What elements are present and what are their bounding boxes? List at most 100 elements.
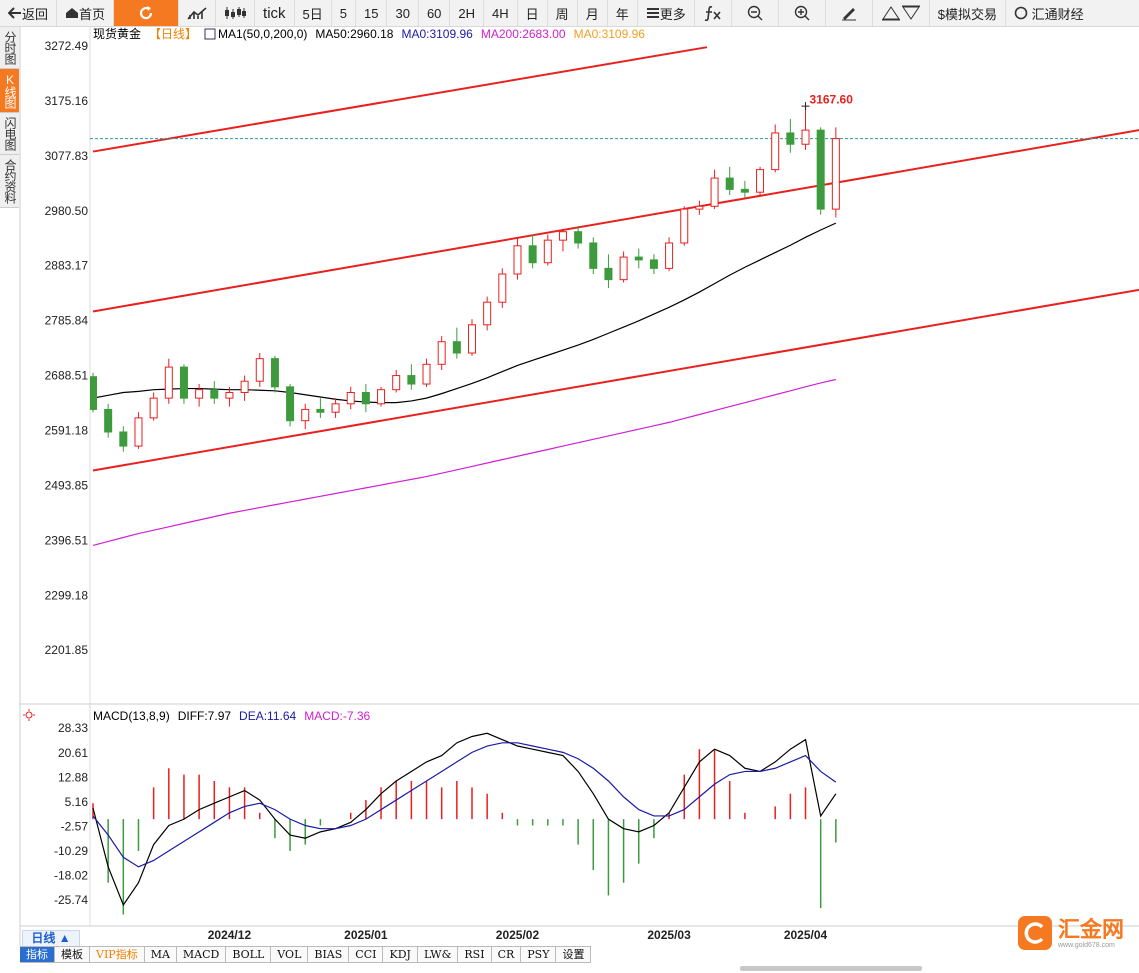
x-tick-label: 2024/12 [208,928,252,942]
y-tick-label: 2883.17 [45,259,89,273]
candle-body [574,231,583,244]
label: $模拟交易 [937,6,997,22]
shape-button[interactable] [873,0,930,26]
draw-button[interactable] [826,0,873,26]
label: 4H [492,5,509,21]
candle-body [513,245,522,275]
period-tick[interactable]: tick [255,0,295,26]
x-tick-label: 2025/02 [496,928,540,942]
candle-body [725,177,734,190]
tab[interactable]: VIP指标 [90,946,145,963]
label: 更多 [659,6,686,22]
label: 月 [585,6,599,22]
y-tick-label: -2.57 [61,819,89,833]
candle-body [619,256,628,281]
macd-line [92,742,837,868]
candle-body [695,205,704,210]
tab[interactable]: CCI [349,946,384,963]
instrument-name: 现货黄金 [93,26,141,41]
candle-body [361,391,370,405]
tab[interactable]: 指标 [20,946,55,963]
peak-label: 3167.60 [810,92,854,106]
side-tab[interactable]: 合约资料 [0,155,19,208]
peak-marker [801,102,810,111]
candle-body [149,397,158,419]
macd-settings-icon[interactable] [23,709,35,721]
x-tick-label: 2025/04 [784,928,828,942]
side-tab[interactable]: 分时图 [0,27,19,69]
more-button[interactable]: 更多 [638,0,695,26]
period[interactable]: 30 [387,0,419,26]
sim-trade-button[interactable]: $模拟交易 [930,0,1006,26]
tab[interactable]: 设置 [556,946,592,963]
home-button[interactable]: 首页 [57,0,115,26]
period[interactable]: 2H [450,0,485,26]
logo-url: www.gold678.com [1058,941,1115,949]
tab[interactable]: KDJ [383,946,418,963]
candle-body [104,408,113,433]
tab[interactable]: MA [144,946,177,963]
period[interactable]: 60 [419,0,451,26]
refresh-button[interactable] [114,0,180,26]
tab[interactable]: CR [491,946,522,963]
period[interactable]: 月 [578,0,608,26]
bottom-tabs: 指标 模板 VIP指标 MA MACD BOLL VOL BIAS CCI KD… [20,946,592,963]
period[interactable]: 年 [608,0,638,26]
period[interactable]: 日 [518,0,548,26]
scrollbar[interactable] [740,966,922,971]
candle-body [407,375,416,385]
candle-body [680,208,689,244]
candle-body [437,341,446,365]
period-5d[interactable]: 5日 [295,0,332,26]
tab[interactable]: VOL [271,946,309,963]
tab[interactable]: 模板 [55,946,90,963]
candle-body [179,366,188,399]
x-tick-label: 2025/03 [647,928,691,942]
legend-entry: DIFF:7.97 [178,709,232,723]
zoom-out-button[interactable] [732,0,779,26]
label: 30 [395,5,410,21]
candle-body [634,256,643,261]
candle-body [346,391,355,405]
tab[interactable]: LW& [417,946,459,963]
candle-body [377,389,386,405]
candle-body [452,341,461,354]
label: 年 [615,6,629,22]
period[interactable]: 4H [484,0,518,26]
tab[interactable]: RSI [458,946,492,963]
back-button[interactable]: 返回 [0,0,58,26]
huitong-button[interactable]: 汇通财经 [1006,0,1092,26]
candle-body [740,188,749,193]
candle-body [498,273,507,303]
label: 2H [458,5,476,21]
tab[interactable]: PSY [521,946,557,963]
chart-type-button[interactable] [179,0,217,26]
candle-body [316,408,325,413]
tab[interactable]: MACD [176,946,227,963]
candle-body [786,132,795,145]
period[interactable]: 5 [332,0,356,26]
tab[interactable]: BOLL [226,946,272,963]
candle-type-button[interactable] [216,0,256,26]
period-button[interactable]: 日线 ▲ [22,930,80,947]
y-tick-label: 3077.83 [45,149,89,163]
y-tick-label: 3272.49 [45,39,89,53]
period[interactable]: 15 [356,0,388,26]
y-tick-label: 2688.51 [45,369,89,383]
tab[interactable]: BIAS [308,946,350,963]
candle-body [422,363,431,385]
zoom-in-button[interactable] [779,0,826,26]
candle-body [392,375,401,391]
candle-body [771,132,780,171]
y-tick-label: 20.61 [58,746,88,760]
label: 首页 [79,6,106,22]
period[interactable]: 周 [548,0,578,26]
y-tick-label: -18.02 [54,869,88,883]
candle-body [468,324,476,354]
side-tab[interactable]: 闪电图 [0,113,19,155]
formula-button[interactable] [695,0,732,26]
trendline [92,46,708,153]
candle-body [589,242,598,269]
side-tab[interactable]: K线图 [0,69,19,113]
